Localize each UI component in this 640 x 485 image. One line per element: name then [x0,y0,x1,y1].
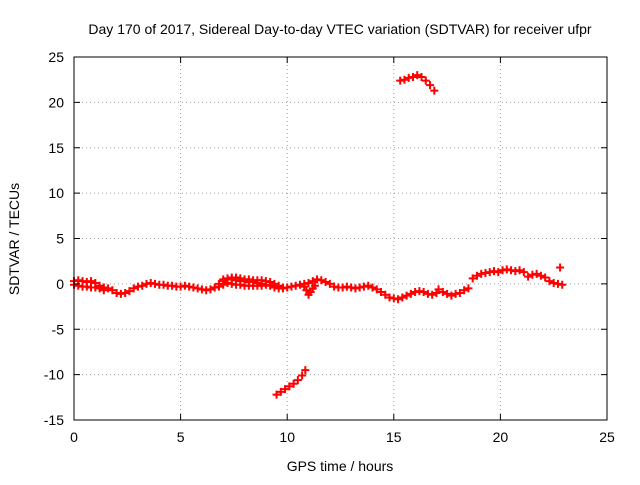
x-axis-label: GPS time / hours [287,458,394,474]
data-point [558,280,567,289]
data-point [321,278,330,287]
data-point [274,281,283,290]
data-point [317,276,326,285]
data-point [219,280,228,289]
data-point [325,279,334,288]
data-point [394,295,403,304]
data-point [419,288,428,297]
x-tick-label: 20 [493,429,509,445]
data-point [455,288,464,297]
data-point [301,366,310,375]
data-point [95,284,104,293]
series-7 [396,71,439,95]
chart-title: Day 170 of 2017, Sidereal Day-to-day VTE… [88,21,592,37]
data-points [70,71,567,399]
y-tick-label: 20 [48,94,64,110]
data-point [281,385,290,394]
x-tick-label: 15 [386,429,402,445]
data-point [289,379,298,388]
data-point [104,284,113,293]
data-point [125,287,134,296]
data-point [464,284,473,293]
data-point [298,371,307,380]
grid-lines [74,57,607,420]
data-point [494,268,503,277]
data-point [364,281,373,290]
data-point [430,86,439,95]
data-point [257,281,266,290]
data-point [276,387,285,396]
data-point [408,72,417,81]
series-8 [272,366,310,399]
series-4 [434,284,473,300]
data-point [270,279,279,288]
y-tick-label: -5 [52,321,65,337]
data-point [536,271,545,280]
data-point [138,281,147,290]
y-tick-label: -10 [44,367,64,383]
data-point [308,277,317,286]
y-tick-label: -15 [44,412,64,428]
data-point [524,272,533,281]
data-point [556,263,565,272]
data-point [434,285,443,294]
y-tick-label: 0 [56,276,64,292]
series-3 [300,281,319,299]
data-point [206,285,215,294]
data-point [472,271,481,280]
data-point [421,76,430,85]
data-point [214,282,223,291]
x-tick-label: 25 [599,429,615,445]
data-point [406,289,415,298]
data-point [99,286,108,295]
x-tick-label: 5 [177,429,185,445]
data-point [402,291,411,300]
y-tick-label: 15 [48,140,64,156]
data-point [413,71,422,80]
data-point [438,288,447,297]
data-point [426,81,435,90]
series-6 [556,263,565,272]
data-point [108,286,117,295]
data-point [368,283,377,292]
data-point [381,290,390,299]
series-5 [468,265,567,289]
data-point [541,273,550,282]
y-axis-label: SDTVAR / TECUs [6,183,22,295]
y-tick-label: 10 [48,185,64,201]
data-point [428,290,437,299]
data-point [266,278,275,287]
data-point [121,288,130,297]
data-point [400,75,409,84]
data-point [293,376,302,385]
data-point [372,285,381,294]
plot-frame [73,56,608,421]
data-point [460,286,469,295]
data-point [417,72,426,81]
data-point [532,269,541,278]
x-tick-label: 10 [279,429,295,445]
data-point [272,390,281,399]
data-point [285,382,294,391]
x-tick-label: 0 [70,429,78,445]
data-point [304,278,313,287]
data-point [278,283,287,292]
y-tick-label: 5 [56,231,64,247]
data-point [519,268,528,277]
data-point [443,289,452,298]
data-point [447,291,456,300]
axes: 0 5 10 15 20 25 -15 -10 -5 0 5 10 15 20 25 [44,49,615,445]
data-point [377,288,386,297]
data-point [468,274,477,283]
data-point [302,286,311,295]
y-tick-label: 25 [48,49,64,65]
data-point [545,277,554,286]
data-point [129,284,138,293]
series-2 [70,278,266,295]
data-point [515,266,524,275]
data-point [310,281,319,290]
data-point [398,293,407,302]
